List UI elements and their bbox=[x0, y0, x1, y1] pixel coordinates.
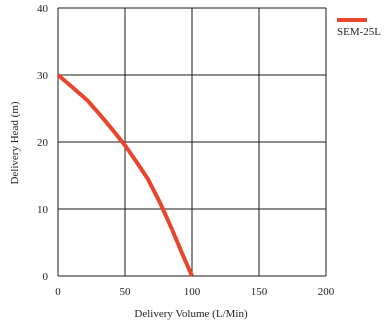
x-tick-label: 50 bbox=[120, 286, 132, 298]
y-tick-label: 20 bbox=[37, 137, 49, 149]
y-tick-label: 10 bbox=[37, 204, 49, 216]
x-tick-label: 200 bbox=[318, 286, 335, 298]
series-lines bbox=[56, 73, 194, 277]
x-axis-label: Delivery Volume (L/Min) bbox=[134, 308, 248, 320]
y-tick-label: 40 bbox=[37, 3, 49, 15]
y-tick-labels: 0 10 20 30 40 bbox=[37, 3, 49, 283]
y-axis-label: Delivery Head (m) bbox=[9, 101, 21, 184]
y-tick-label: 30 bbox=[37, 70, 49, 82]
y-tick-label: 0 bbox=[43, 271, 49, 283]
x-tick-label: 0 bbox=[55, 286, 61, 298]
x-tick-labels: 0 50 100 150 200 bbox=[55, 286, 335, 298]
x-tick-label: 150 bbox=[251, 286, 268, 298]
grid bbox=[57, 7, 327, 277]
legend-label: SEM-25L bbox=[337, 26, 381, 38]
legend: SEM-25L bbox=[337, 18, 381, 38]
x-tick-label: 100 bbox=[184, 286, 201, 298]
series-line-0 bbox=[56, 73, 194, 277]
